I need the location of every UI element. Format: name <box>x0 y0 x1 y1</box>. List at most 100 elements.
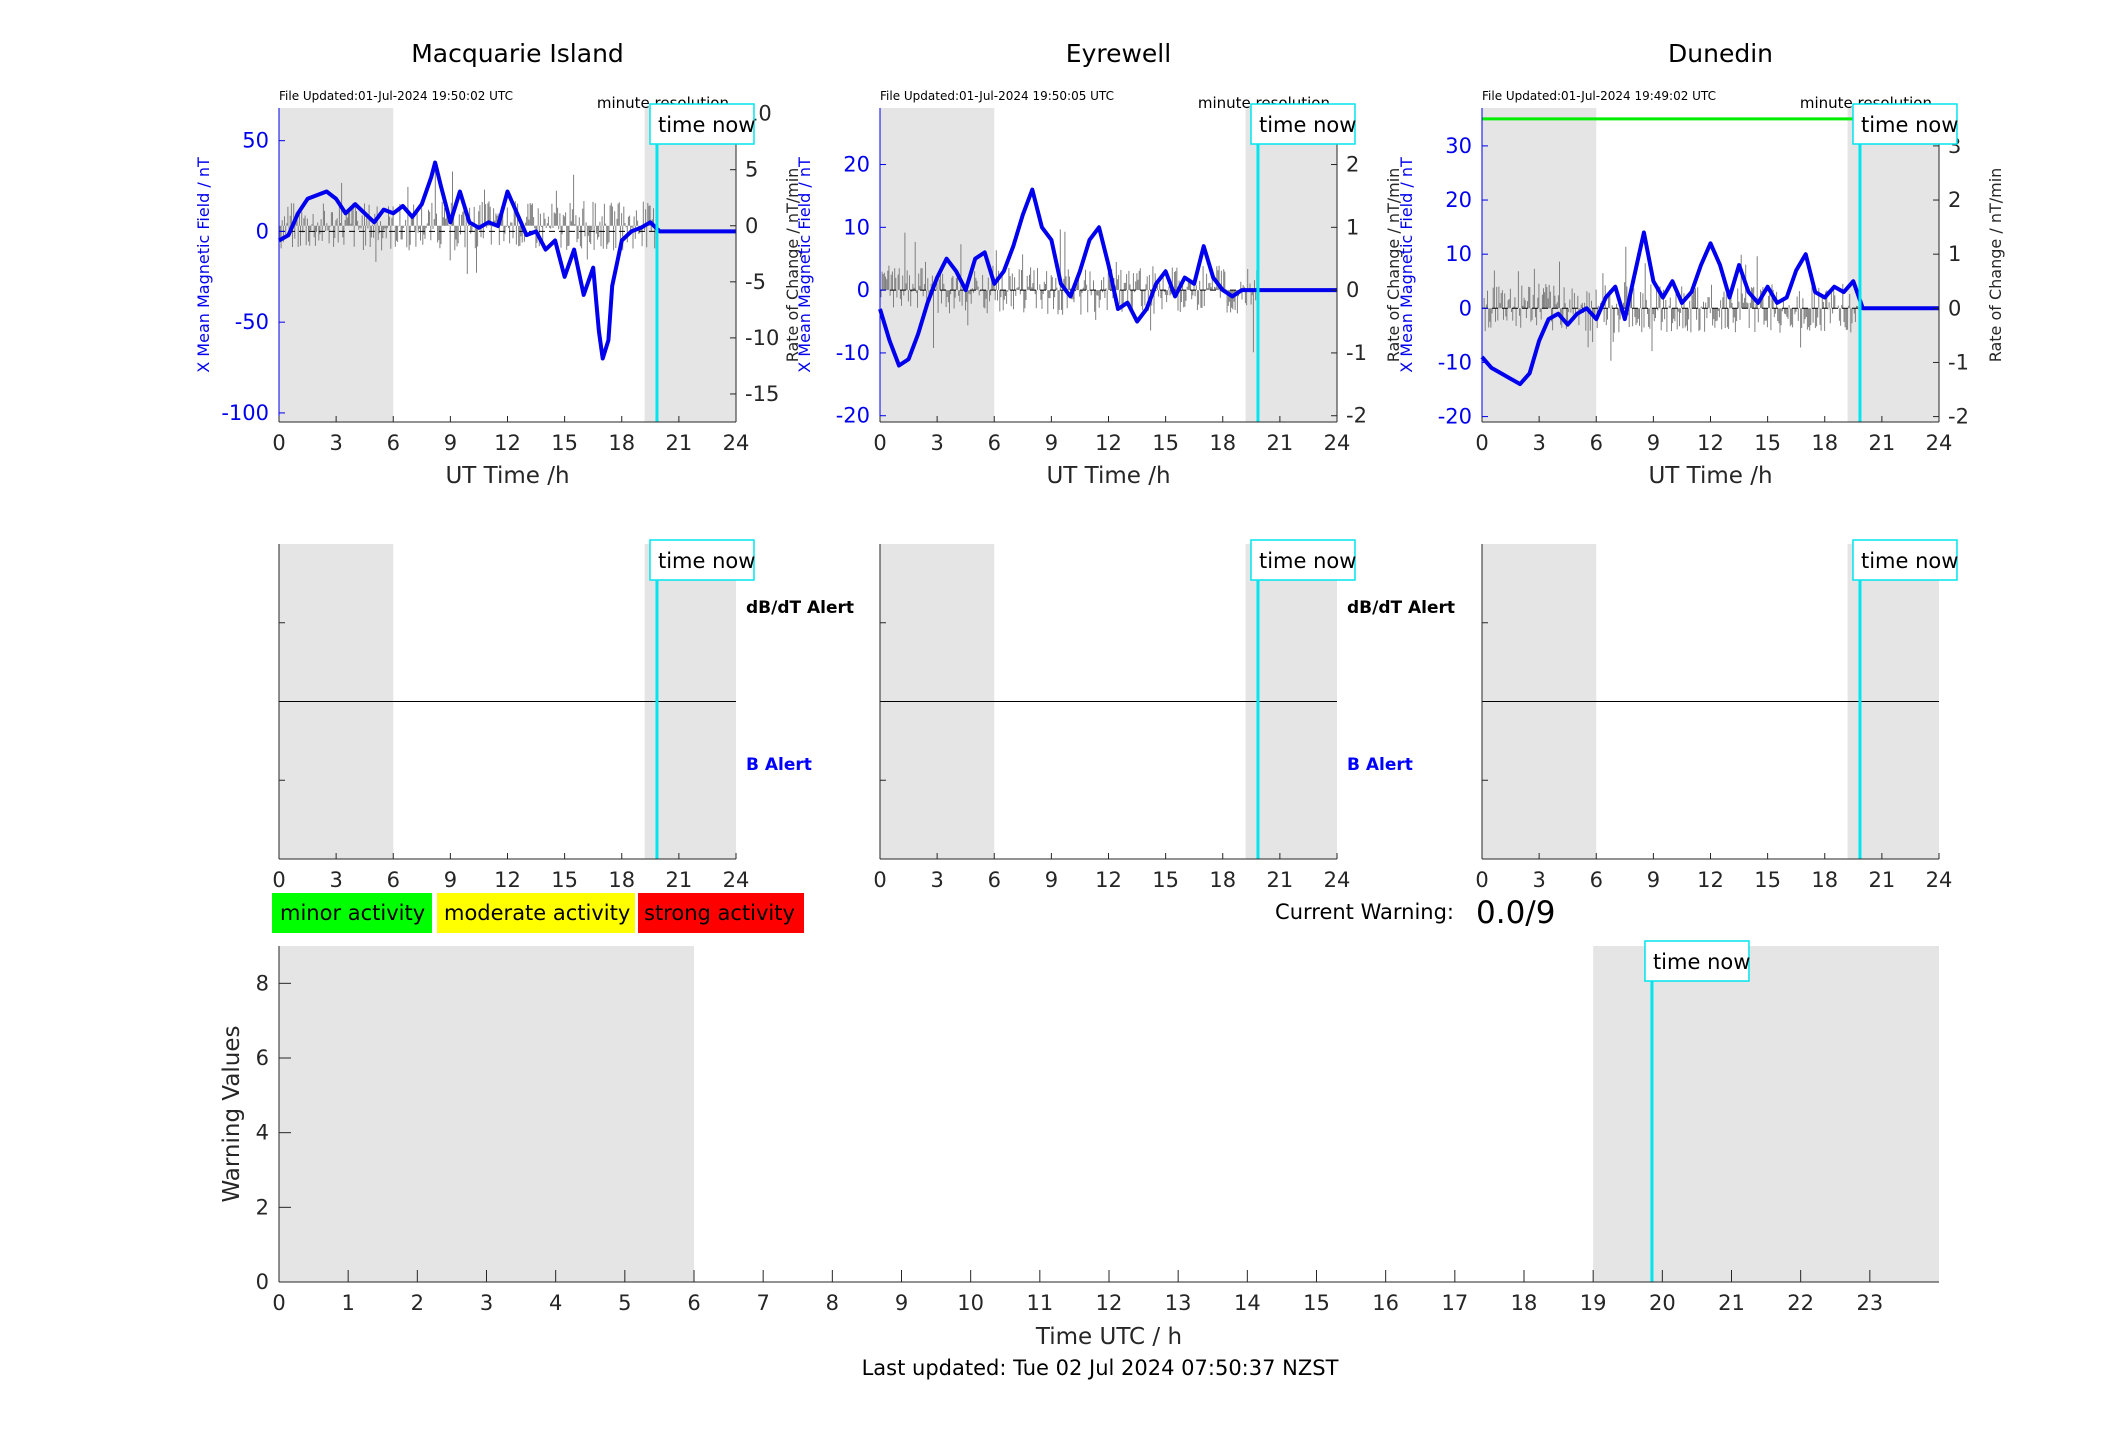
warning-shaded-region-1 <box>1593 946 1939 1282</box>
eyrewell-field-x-tick-label: 12 <box>1095 431 1122 455</box>
legend-swatch-moderate <box>437 893 635 933</box>
eyrewell-field-panel: 0 3 6 9 12 15 18 21 24-20-1001020-2-1012Eyrewell… <box>795 39 1403 489</box>
dunedin-alert-x-tick-label: 0 <box>1475 868 1488 892</box>
eyrewell-field-shaded-region-1 <box>1245 108 1337 422</box>
eyrewell-alert-b-alert-label: B Alert <box>1347 755 1413 775</box>
dunedin-field-y-right-label: Rate of Change / nT/min <box>1986 168 2005 363</box>
warning-x-tick-label: 9 <box>895 1291 908 1315</box>
eyrewell-field-x-tick-label: 18 <box>1209 431 1236 455</box>
eyrewell-alert-x-tick-label: 6 <box>988 868 1001 892</box>
warning-x-tick-label: 2 <box>411 1291 424 1315</box>
dunedin-field-x-label: UT Time /h <box>1648 463 1772 489</box>
macquarie-field-y-right-tick-label: -10 <box>745 326 779 350</box>
macquarie-field-file-updated: File Updated:01-Jul-2024 19:50:02 UTC <box>279 89 513 103</box>
legend-label-strong: strong activity <box>644 901 795 925</box>
legend-label-minor: minor activity <box>280 901 425 925</box>
eyrewell-field-time-now-label: time now <box>1259 113 1356 137</box>
dunedin-field-x-tick-label: 0 <box>1475 431 1488 455</box>
macquarie-alert-x-tick-label: 21 <box>666 868 693 892</box>
dunedin-field-y-right-tick-label: 1 <box>1948 242 1961 266</box>
macquarie-field-x-tick-label: 24 <box>723 431 750 455</box>
warning-x-tick-label: 7 <box>756 1291 769 1315</box>
warning-x-tick-label: 21 <box>1718 1291 1745 1315</box>
warning-x-tick-label: 8 <box>826 1291 839 1315</box>
macquarie-field-panel: 0 3 6 9 12 15 18 21 24-100-50050-15-10-50510Macq… <box>194 39 802 489</box>
eyrewell-alert-x-tick-label: 12 <box>1095 868 1122 892</box>
dunedin-field-time-now-box <box>1852 103 1958 145</box>
macquarie-alert-x-tick-label: 6 <box>387 868 400 892</box>
warning-x-tick-label: 1 <box>341 1291 354 1315</box>
dunedin-alert-x-tick-label: 12 <box>1697 868 1724 892</box>
macquarie-alert-b-alert-label: B Alert <box>746 755 812 775</box>
eyrewell-field-x-tick-label: 0 <box>873 431 886 455</box>
macquarie-field-x-tick-label: 15 <box>551 431 578 455</box>
macquarie-alert-x-tick-label: 0 <box>272 868 285 892</box>
macquarie-field-x-tick-label: 0 <box>272 431 285 455</box>
dunedin-field-title: Dunedin <box>1668 39 1773 68</box>
eyrewell-alert-x-tick-label: 24 <box>1324 868 1351 892</box>
macquarie-field-y-left-tick-label: -50 <box>235 310 269 334</box>
macquarie-alert-panel: 0 3 6 9 12 15 18 21 24 dB/dT Alert B Alert time now <box>272 539 854 892</box>
warning-x-tick-label: 4 <box>549 1291 562 1315</box>
macquarie-alert-time-now-box <box>649 539 755 581</box>
warning-x-label: Time UTC / h <box>1035 1324 1182 1350</box>
macquarie-field-time-now-box <box>649 103 755 145</box>
macquarie-alert-x-tick-label: 12 <box>494 868 521 892</box>
eyrewell-field-x-tick-label: 6 <box>988 431 1001 455</box>
macquarie-field-shaded-region-0 <box>279 108 394 422</box>
eyrewell-field-x-tick-label: 24 <box>1324 431 1351 455</box>
warning-x-tick-label: 12 <box>1096 1291 1123 1315</box>
warning-y-tick-label: 6 <box>256 1046 269 1070</box>
dunedin-field-y-left-tick-label: -20 <box>1438 405 1472 429</box>
warning-x-tick-label: 17 <box>1441 1291 1468 1315</box>
legend-label-moderate: moderate activity <box>444 901 630 925</box>
eyrewell-field-y-right-tick-label: 2 <box>1346 153 1359 177</box>
macquarie-field-x-tick-label: 12 <box>494 431 521 455</box>
dunedin-field-x-tick-label: 18 <box>1811 431 1838 455</box>
dunedin-field-x-tick-label: 12 <box>1697 431 1724 455</box>
eyrewell-alert-panel: 0 3 6 9 12 15 18 21 24 dB/dT Alert B Alert time now <box>873 539 1455 892</box>
macquarie-field-x-tick-label: 18 <box>608 431 635 455</box>
dunedin-alert-x-tick-label: 24 <box>1926 868 1953 892</box>
eyrewell-alert-x-tick-label: 3 <box>930 868 943 892</box>
current-warning-value: 0.0/9 <box>1476 895 1555 931</box>
eyrewell-field-y-left-tick-label: -10 <box>836 341 870 365</box>
eyrewell-field-x-tick-label: 21 <box>1267 431 1294 455</box>
warning-x-tick-label: 11 <box>1026 1291 1053 1315</box>
activity-legend: minor activity moderate activity strong … <box>272 893 804 933</box>
eyrewell-field-y-right-tick-label: 1 <box>1346 215 1359 239</box>
dunedin-field-y-left-tick-label: 0 <box>1459 296 1472 320</box>
eyrewell-field-file-updated: File Updated:01-Jul-2024 19:50:05 UTC <box>880 89 1114 103</box>
eyrewell-field-y-right-tick-label: -2 <box>1346 404 1367 428</box>
macquarie-field-rate-series <box>279 164 658 274</box>
macquarie-field-y-right-label: Rate of Change / nT/min <box>783 168 802 363</box>
macquarie-field-shaded-region-1 <box>644 108 736 422</box>
warning-y-tick-label: 2 <box>256 1195 269 1219</box>
warning-y-tick-label: 4 <box>256 1121 269 1145</box>
eyrewell-alert-x-tick-label: 21 <box>1267 868 1294 892</box>
dunedin-alert-x-tick-label: 6 <box>1590 868 1603 892</box>
eyrewell-alert-x-tick-label: 9 <box>1045 868 1058 892</box>
warning-x-tick-label: 6 <box>687 1291 700 1315</box>
macquarie-field-y-right-tick-label: 5 <box>745 158 758 182</box>
macquarie-field-x-tick-label: 6 <box>387 431 400 455</box>
warning-shaded-region-0 <box>279 946 694 1282</box>
macquarie-field-time-now-label: time now <box>658 113 755 137</box>
warning-x-tick-label: 23 <box>1856 1291 1883 1315</box>
dunedin-field-x-tick-label: 24 <box>1926 431 1953 455</box>
legend-swatch-minor <box>272 893 432 933</box>
eyrewell-alert-time-now-box <box>1250 539 1356 581</box>
eyrewell-field-y-right-label: Rate of Change / nT/min <box>1384 168 1403 363</box>
warning-x-tick-label: 0 <box>272 1291 285 1315</box>
dunedin-field-x-tick-label: 15 <box>1754 431 1781 455</box>
dunedin-field-file-updated: File Updated:01-Jul-2024 19:49:02 UTC <box>1482 89 1716 103</box>
dunedin-alert-time-now-label: time now <box>1861 549 1958 573</box>
dunedin-field-panel: 0 3 6 9 12 15 18 21 24-20-100102030-2-10123Duned… <box>1397 39 2005 489</box>
current-warning-label: Current Warning: <box>1275 900 1454 924</box>
eyrewell-alert-x-tick-label: 15 <box>1152 868 1179 892</box>
dunedin-alert-x-tick-label: 18 <box>1811 868 1838 892</box>
eyrewell-field-y-left-tick-label: 0 <box>857 278 870 302</box>
last-updated: Last updated: Tue 02 Jul 2024 07:50:37 N… <box>862 1356 1339 1380</box>
macquarie-field-x-tick-label: 9 <box>444 431 457 455</box>
